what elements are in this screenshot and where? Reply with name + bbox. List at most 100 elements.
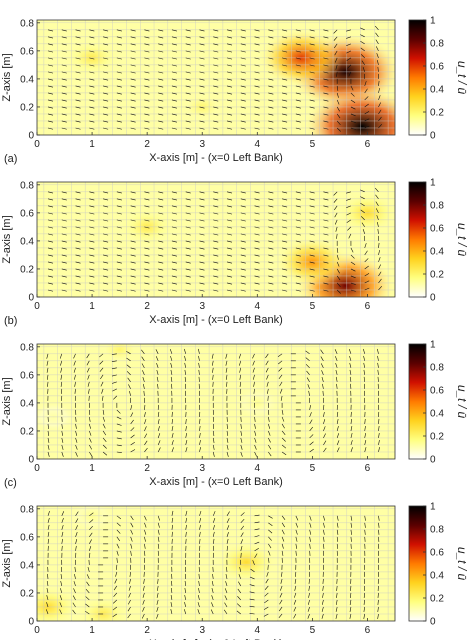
vector-arrow	[249, 584, 255, 587]
vector-arrow	[240, 282, 246, 285]
vector-arrow	[46, 580, 49, 586]
vector-arrow	[89, 71, 95, 74]
y-tick-label: 0.4	[20, 560, 34, 571]
vector-arrow	[226, 566, 228, 572]
vector-arrow	[211, 353, 214, 359]
vector-arrow	[309, 240, 315, 243]
vector-arrow	[142, 606, 145, 612]
vector-arrow	[225, 367, 228, 373]
vector-arrow	[360, 54, 365, 59]
vector-arrow	[171, 205, 178, 208]
vector-arrow	[264, 585, 269, 590]
vector-arrow	[377, 599, 379, 605]
vector-arrow	[323, 219, 329, 222]
vector-arrow	[213, 289, 219, 292]
vector-arrow	[130, 198, 136, 201]
vector-arrow	[308, 592, 310, 598]
vector-arrow	[323, 240, 329, 243]
vector-arrow	[171, 191, 178, 194]
colorbar-tick-label: 0.8	[430, 39, 444, 50]
vector-arrow	[75, 85, 81, 88]
vector-arrow	[171, 418, 174, 424]
vector-arrow	[308, 585, 310, 591]
vector-arrow	[60, 580, 63, 587]
vector-arrow	[61, 226, 67, 229]
x-tick-label: 2	[144, 301, 150, 312]
vector-arrow	[75, 127, 81, 130]
vector-arrow	[336, 99, 340, 105]
vector-arrow	[47, 43, 54, 46]
vector-arrow	[72, 595, 76, 601]
y-tick-label: 0.2	[20, 102, 34, 113]
vector-arrow	[89, 512, 94, 517]
grid	[37, 182, 395, 297]
vector-arrow	[378, 250, 380, 255]
vector-arrow	[323, 268, 329, 271]
x-tick-label: 3	[199, 139, 205, 150]
vector-arrow	[171, 524, 173, 530]
vector-arrow	[158, 85, 164, 88]
vector-arrow	[295, 78, 301, 81]
vector-arrow	[158, 268, 164, 271]
vector-arrow	[282, 78, 288, 81]
vector-arrow	[336, 522, 339, 528]
vector-arrow	[75, 254, 81, 257]
grid	[37, 20, 395, 135]
vector-arrow	[75, 113, 81, 116]
vector-arrow	[213, 127, 219, 130]
vector-arrow	[141, 356, 145, 361]
vector-arrow	[212, 451, 215, 457]
vector-arrow	[61, 64, 67, 67]
vector-arrow	[263, 613, 269, 617]
vector-arrow	[226, 29, 233, 32]
vector-arrow	[254, 205, 260, 208]
vector-arrow	[254, 528, 260, 531]
vector-arrow	[308, 578, 310, 584]
vector-arrow	[74, 566, 76, 572]
vector-arrow	[75, 532, 78, 537]
vector-arrow	[102, 444, 107, 449]
vector-arrow	[144, 447, 148, 453]
vector-arrow	[282, 36, 288, 39]
vector-arrow	[249, 591, 255, 594]
vector-arrow	[157, 515, 161, 521]
vector-arrow	[116, 43, 122, 46]
vector-arrow	[307, 606, 310, 612]
vector-arrow	[335, 606, 338, 612]
vector-arrow	[282, 254, 288, 257]
vector-arrow	[281, 550, 284, 556]
vector-arrow	[158, 92, 164, 95]
vector-arrow	[75, 29, 81, 32]
vector-arrow	[336, 233, 338, 239]
vector-arrow	[158, 50, 164, 53]
vector-arrow	[86, 360, 90, 366]
vector-arrow	[268, 282, 274, 285]
vector-arrow	[185, 113, 191, 116]
vector-arrow	[116, 416, 122, 420]
vector-arrow	[47, 198, 54, 201]
vector-arrow	[157, 536, 160, 542]
vector-arrow	[144, 57, 150, 60]
vector-arrow	[158, 219, 164, 222]
vector-arrow	[130, 99, 136, 102]
vector-arrow	[307, 599, 310, 605]
vector-arrow	[254, 282, 260, 285]
vector-arrow	[346, 57, 352, 61]
vector-arrow	[185, 120, 191, 123]
vector-arrow	[103, 233, 109, 236]
vector-arrow	[295, 85, 301, 88]
vector-arrow	[323, 99, 329, 102]
vector-arrow	[364, 111, 370, 115]
vector-arrow	[199, 29, 205, 32]
vector-arrow	[254, 444, 257, 450]
vector-arrow	[378, 95, 381, 101]
vector-arrow	[240, 36, 246, 39]
vector-arrow	[158, 205, 164, 208]
vector-arrow	[158, 113, 164, 116]
vector-arrow	[240, 240, 246, 243]
vector-arrow	[47, 254, 54, 257]
vector-arrow	[336, 515, 339, 521]
vector-arrow	[75, 416, 77, 422]
vector-arrow	[89, 289, 95, 292]
velocity-field	[37, 344, 395, 459]
